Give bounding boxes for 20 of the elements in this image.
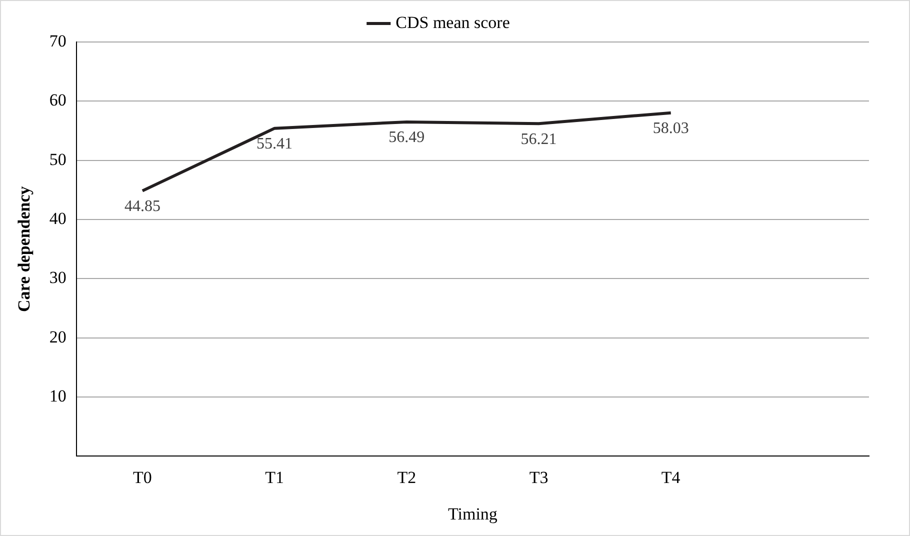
x-tick-label: T4 [661,468,681,487]
legend-label: CDS mean score [396,12,510,32]
y-tick-label: 70 [49,31,66,50]
x-axis-title: Timing [448,504,498,524]
y-tick-label: 60 [49,90,66,110]
y-tick-label: 40 [49,208,66,228]
data-label: 56.49 [388,129,425,146]
y-tick-label: 30 [49,268,66,288]
data-label: 44.85 [124,198,160,216]
y-tick-label: 10 [49,386,66,406]
data-label: 58.03 [652,120,689,138]
x-tick-label: T1 [265,468,284,487]
x-tick-label: T2 [397,468,416,487]
x-tick-label: T3 [529,468,548,487]
data-label: 55.41 [256,136,293,153]
x-tick-label: T0 [133,468,152,487]
y-axis-title: Care dependency [14,186,34,312]
y-tick-label: 50 [49,150,66,169]
y-tick-label: 20 [49,327,66,346]
data-label: 56.21 [520,130,557,148]
